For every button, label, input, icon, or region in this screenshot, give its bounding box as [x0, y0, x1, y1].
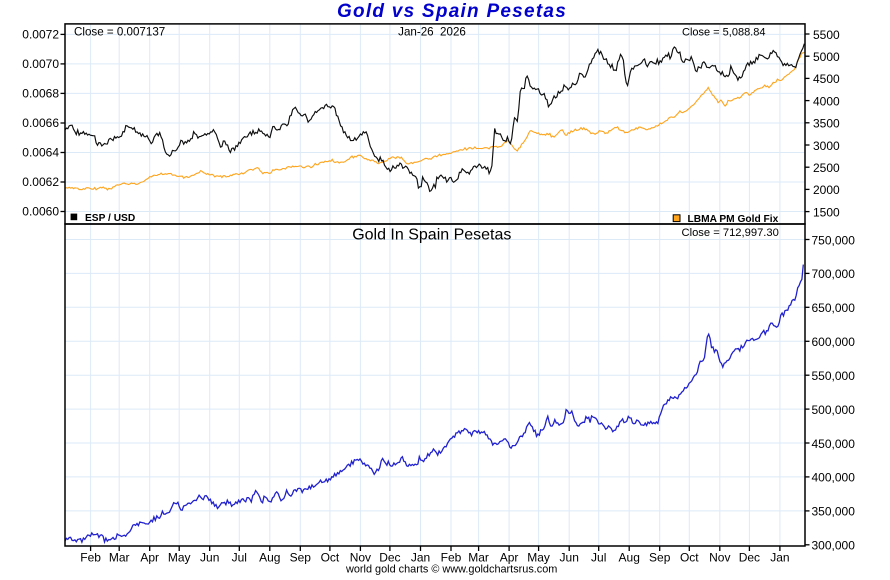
svg-text:Jul: Jul	[591, 550, 606, 564]
svg-text:0.0062: 0.0062	[22, 175, 59, 189]
svg-text:Jun: Jun	[200, 550, 219, 564]
svg-text:500,000: 500,000	[812, 403, 856, 417]
svg-text:2000: 2000	[813, 183, 840, 197]
svg-text:0.0064: 0.0064	[22, 146, 59, 160]
svg-text:Mar: Mar	[468, 550, 489, 564]
svg-text:300,000: 300,000	[812, 539, 856, 553]
svg-text:550,000: 550,000	[812, 369, 856, 383]
svg-text:Jan: Jan	[770, 550, 789, 564]
svg-text:3500: 3500	[813, 117, 840, 131]
svg-text:Gold In Spain Pesetas: Gold In Spain Pesetas	[352, 227, 511, 244]
svg-text:Gold vs Spain Pesetas: Gold vs Spain Pesetas	[337, 1, 567, 22]
svg-text:5500: 5500	[813, 28, 840, 42]
svg-text:Nov: Nov	[350, 550, 371, 564]
svg-text:Close = 712,997.30: Close = 712,997.30	[682, 227, 779, 239]
svg-text:5000: 5000	[813, 50, 840, 64]
svg-text:400,000: 400,000	[812, 471, 856, 485]
svg-text:Feb: Feb	[441, 550, 462, 564]
svg-text:600,000: 600,000	[812, 335, 856, 349]
svg-text:Aug: Aug	[259, 550, 280, 564]
svg-text:Aug: Aug	[619, 550, 640, 564]
svg-text:750,000: 750,000	[812, 233, 856, 247]
svg-text:1500: 1500	[813, 205, 840, 219]
svg-text:Mar: Mar	[109, 550, 130, 564]
svg-text:350,000: 350,000	[812, 505, 856, 519]
svg-text:Close = 0.007137: Close = 0.007137	[74, 25, 165, 38]
svg-text:4000: 4000	[813, 94, 840, 108]
svg-text:Jan: Jan	[411, 550, 430, 564]
svg-text:Jun: Jun	[560, 550, 579, 564]
svg-text:0.0066: 0.0066	[22, 116, 59, 130]
svg-text:0.0060: 0.0060	[22, 205, 59, 219]
svg-text:3000: 3000	[813, 139, 840, 153]
svg-text:0.0068: 0.0068	[22, 87, 59, 101]
svg-text:Feb: Feb	[80, 550, 101, 564]
svg-text:Oct: Oct	[680, 550, 699, 564]
svg-text:0.0072: 0.0072	[22, 28, 59, 42]
svg-text:Sep: Sep	[290, 550, 312, 564]
svg-text:ESP / USD: ESP / USD	[85, 213, 135, 224]
svg-text:Close = 5,088.84: Close = 5,088.84	[682, 26, 765, 38]
svg-text:0.0070: 0.0070	[22, 57, 59, 71]
svg-text:2500: 2500	[813, 161, 840, 175]
svg-text:Nov: Nov	[709, 550, 730, 564]
svg-text:700,000: 700,000	[812, 267, 856, 281]
svg-text:LBMA PM Gold Fix: LBMA PM Gold Fix	[688, 214, 779, 225]
svg-text:world gold charts © www.goldch: world gold charts © www.goldchartsrus.co…	[345, 563, 557, 575]
svg-text:May: May	[168, 550, 191, 564]
svg-text:Dec: Dec	[739, 550, 760, 564]
svg-text:Jan-26 2026: Jan-26 2026	[398, 25, 466, 38]
svg-text:Jul: Jul	[232, 550, 247, 564]
svg-text:Dec: Dec	[379, 550, 400, 564]
svg-text:Oct: Oct	[321, 550, 340, 564]
svg-text:Apr: Apr	[140, 550, 159, 564]
svg-text:4500: 4500	[813, 72, 840, 86]
svg-text:Apr: Apr	[500, 550, 519, 564]
svg-text:650,000: 650,000	[812, 301, 856, 315]
svg-text:450,000: 450,000	[812, 437, 856, 451]
svg-text:May: May	[527, 550, 550, 564]
svg-text:Sep: Sep	[649, 550, 671, 564]
